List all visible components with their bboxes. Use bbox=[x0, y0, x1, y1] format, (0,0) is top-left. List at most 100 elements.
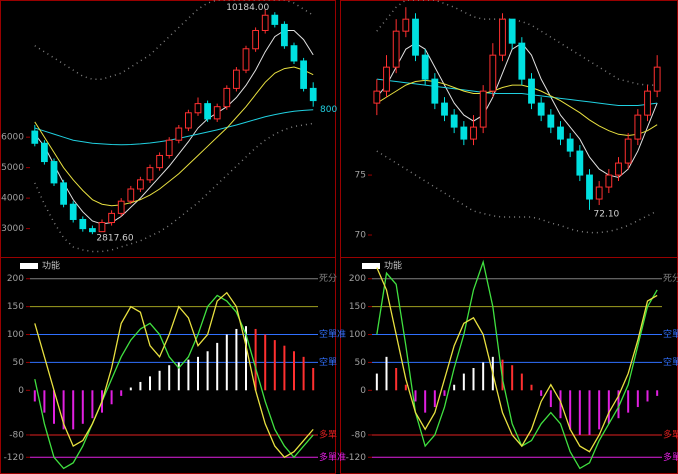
reference-label: 多單 bbox=[319, 428, 337, 440]
annotation: 800 bbox=[320, 105, 337, 115]
candle-body bbox=[450, 114, 458, 128]
candle-body bbox=[576, 150, 584, 176]
candle-body bbox=[586, 174, 593, 200]
candle-body bbox=[31, 130, 39, 144]
candle-body bbox=[537, 102, 545, 116]
histogram-bar bbox=[414, 390, 417, 402]
histogram-bar bbox=[520, 373, 523, 391]
indicator-title: 功能 bbox=[384, 260, 402, 272]
histogram-bar bbox=[433, 390, 436, 408]
indicator-line bbox=[34, 291, 314, 459]
histogram-bar bbox=[273, 340, 276, 391]
candle-body bbox=[309, 87, 317, 102]
y-tick-label: 50 bbox=[355, 358, 367, 368]
candle-body bbox=[117, 200, 125, 214]
histogram-bar bbox=[617, 390, 620, 419]
y-tick-label: 4000 bbox=[1, 194, 24, 204]
histogram-bar bbox=[462, 373, 465, 391]
reference-label: 死分 bbox=[663, 273, 678, 284]
y-tick-label: 50 bbox=[13, 358, 25, 368]
y-tick-label: -80 bbox=[351, 430, 366, 440]
indicator-title: 功能 bbox=[42, 260, 60, 272]
moving-average bbox=[34, 109, 314, 146]
candle-body bbox=[373, 90, 381, 104]
histogram-bar bbox=[404, 384, 407, 391]
candle-body bbox=[402, 18, 410, 32]
histogram-bar bbox=[549, 390, 552, 408]
histogram-bar bbox=[283, 345, 286, 391]
reference-label: 空單 bbox=[663, 356, 678, 368]
annotation: 72.10 bbox=[594, 209, 620, 219]
candle-body bbox=[50, 161, 58, 184]
candle-body bbox=[518, 42, 526, 80]
candle-body bbox=[41, 142, 48, 163]
histogram-bar bbox=[177, 362, 180, 391]
candle-body bbox=[634, 114, 642, 140]
histogram-bar bbox=[385, 356, 388, 391]
candle-body bbox=[547, 114, 555, 128]
histogram-bar bbox=[569, 390, 572, 430]
candle-body bbox=[156, 154, 163, 169]
y-tick-label: 0 bbox=[18, 386, 24, 396]
y-tick-label: -120 bbox=[346, 453, 367, 463]
histogram-bar bbox=[656, 390, 659, 396]
histogram-bar bbox=[43, 390, 46, 413]
candle-body bbox=[566, 138, 574, 152]
y-tick-label: 5000 bbox=[1, 163, 24, 173]
y-tick-label: 150 bbox=[349, 302, 366, 312]
reference-label: 空單 bbox=[319, 356, 337, 368]
histogram-bar bbox=[293, 351, 295, 391]
y-tick-label: 6000 bbox=[1, 133, 24, 143]
histogram-bar bbox=[62, 390, 65, 430]
y-tick-label: -80 bbox=[9, 430, 24, 440]
histogram-bar bbox=[254, 328, 257, 391]
y-tick-label: 75 bbox=[355, 171, 366, 181]
candle-body bbox=[223, 87, 231, 108]
histogram-bar bbox=[453, 384, 456, 391]
reference-label: 空單准 bbox=[319, 328, 346, 340]
y-tick-label: 150 bbox=[7, 302, 24, 312]
reference-label: 多單准 bbox=[663, 451, 678, 463]
histogram-bar bbox=[235, 328, 238, 391]
histogram-bar bbox=[511, 365, 514, 391]
histogram-bar bbox=[578, 390, 581, 435]
moving-average bbox=[34, 66, 314, 207]
histogram-bar bbox=[598, 390, 601, 430]
candle-body bbox=[290, 45, 298, 62]
histogram-bar bbox=[627, 390, 630, 413]
histogram-bar bbox=[158, 370, 161, 391]
candle-body bbox=[605, 174, 613, 188]
indicator-line bbox=[34, 294, 314, 470]
candle-body bbox=[271, 14, 279, 25]
histogram-bar bbox=[197, 356, 199, 391]
histogram-bar bbox=[187, 359, 190, 391]
histogram-bar bbox=[530, 384, 533, 391]
y-tick-label: 200 bbox=[349, 274, 366, 284]
histogram-bar bbox=[646, 390, 649, 402]
reference-label: 多單准 bbox=[319, 451, 346, 463]
candle-body bbox=[69, 203, 77, 220]
y-tick-label: 70 bbox=[355, 231, 367, 241]
candle-body bbox=[233, 69, 240, 89]
candle-body bbox=[204, 103, 211, 120]
y-tick-label: 100 bbox=[349, 330, 366, 340]
candle-body bbox=[470, 126, 477, 140]
histogram-bar bbox=[559, 390, 562, 419]
histogram-bar bbox=[120, 390, 123, 396]
histogram-bar bbox=[72, 390, 75, 430]
candle-body bbox=[460, 126, 468, 140]
candle-body bbox=[127, 188, 135, 202]
histogram-bar bbox=[540, 390, 543, 396]
candle-body bbox=[137, 179, 144, 190]
histogram-bar bbox=[424, 390, 427, 413]
header-swatch bbox=[20, 263, 38, 269]
candle-body bbox=[165, 139, 173, 156]
moving-average bbox=[376, 78, 658, 107]
candle-body bbox=[479, 90, 487, 128]
histogram-bar bbox=[375, 373, 378, 391]
histogram-bar bbox=[129, 387, 132, 391]
histogram-bar bbox=[312, 368, 315, 391]
candle-body bbox=[242, 48, 250, 71]
candle-body bbox=[412, 18, 419, 56]
